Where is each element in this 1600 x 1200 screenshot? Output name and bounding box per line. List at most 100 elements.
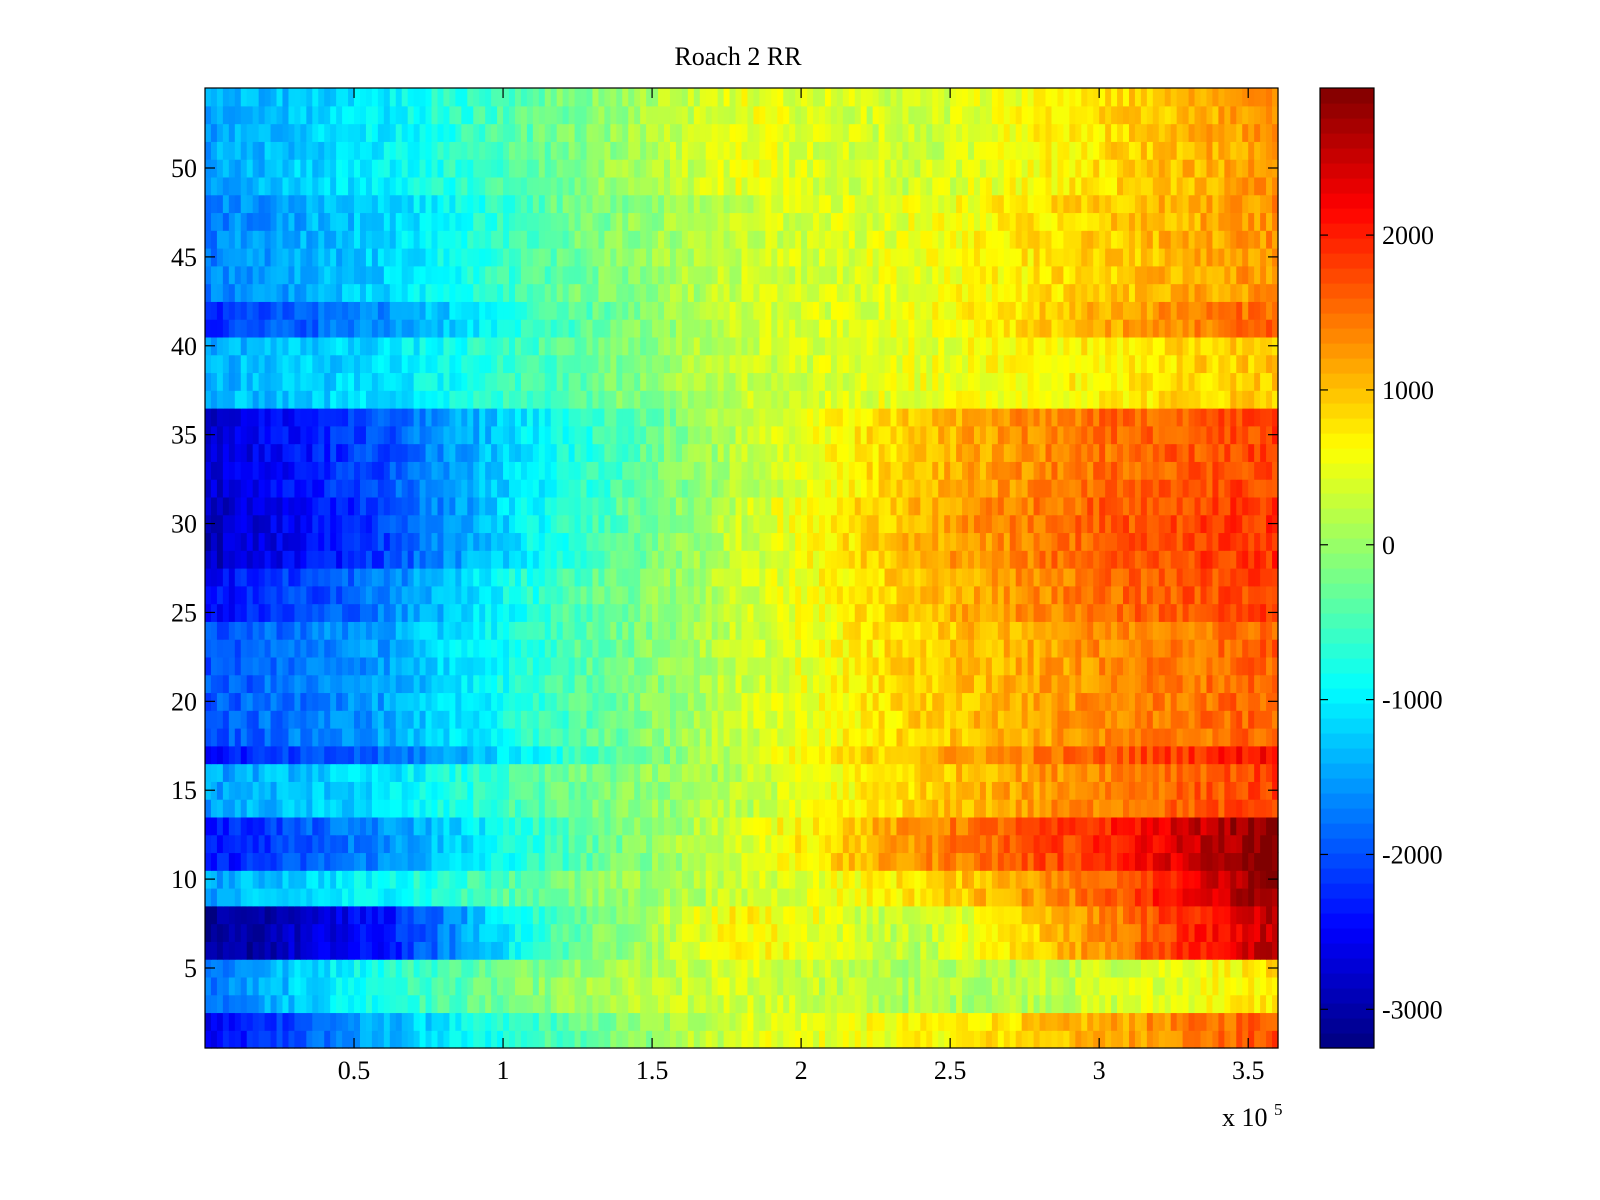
heatmap-cell	[818, 834, 826, 854]
heatmap-cell	[604, 568, 611, 587]
heatmap-cell	[419, 692, 427, 711]
heatmap-cell	[789, 799, 796, 818]
heatmap-cell	[1164, 870, 1172, 889]
heatmap-cell	[723, 674, 731, 694]
heatmap-cell	[354, 994, 361, 1014]
heatmap-cell	[914, 745, 921, 765]
heatmap-cell	[1218, 603, 1225, 622]
heatmap-cell	[646, 923, 653, 942]
heatmap-cell	[240, 603, 248, 622]
heatmap-cell	[586, 923, 594, 942]
heatmap-cell	[783, 639, 790, 658]
heatmap-cell	[747, 816, 755, 836]
heatmap-cell	[884, 728, 892, 747]
heatmap-cell	[854, 550, 862, 569]
heatmap-cell	[568, 585, 576, 605]
heatmap-cell	[365, 674, 373, 694]
heatmap-cell	[950, 976, 957, 996]
heatmap-cell	[818, 923, 826, 942]
heatmap-cell	[1194, 781, 1202, 800]
heatmap-cell	[556, 923, 564, 942]
heatmap-cell	[1212, 745, 1219, 765]
heatmap-cell	[997, 1030, 1005, 1049]
heatmap-cell	[479, 745, 486, 765]
heatmap-cell	[735, 1012, 743, 1031]
heatmap-cell	[640, 852, 647, 871]
heatmap-cell	[962, 692, 969, 711]
heatmap-cell	[419, 585, 427, 605]
heatmap-cell	[479, 656, 486, 676]
heatmap-cell	[908, 799, 915, 818]
heatmap-cell	[818, 1012, 826, 1031]
heatmap-cell	[1272, 710, 1279, 729]
heatmap-cell	[1075, 568, 1082, 587]
heatmap-cell	[401, 870, 409, 889]
heatmap-cell	[836, 674, 844, 694]
heatmap-cell	[586, 550, 594, 569]
heatmap-cell	[1248, 1012, 1255, 1031]
heatmap-cell	[813, 585, 820, 605]
heatmap-cell	[1003, 710, 1011, 729]
heatmap-cell	[1272, 834, 1279, 854]
heatmap-cell	[455, 799, 462, 818]
heatmap-cell	[1236, 745, 1243, 765]
heatmap-cell	[616, 923, 623, 942]
heatmap-cell	[801, 674, 808, 694]
heatmap-cell	[968, 870, 975, 889]
heatmap-cell	[884, 639, 892, 658]
heatmap-cell	[234, 941, 242, 960]
heatmap-cell	[1069, 603, 1076, 622]
heatmap-cell	[789, 816, 796, 836]
heatmap-cell	[336, 728, 343, 747]
heatmap-cell	[830, 959, 838, 978]
heatmap-cell	[324, 639, 331, 658]
heatmap-cell	[1236, 603, 1243, 622]
heatmap-cell	[455, 888, 462, 907]
heatmap-cell	[962, 1012, 969, 1031]
heatmap-cell	[562, 959, 570, 978]
heatmap-cell	[1146, 870, 1154, 889]
heatmap-cell	[455, 603, 462, 622]
heatmap-cell	[801, 976, 808, 996]
heatmap-cell	[866, 1012, 874, 1031]
heatmap-cell	[1009, 550, 1017, 569]
heatmap-cell	[222, 816, 230, 836]
heatmap-cell	[681, 923, 689, 942]
heatmap-cell	[598, 941, 605, 960]
heatmap-cell	[610, 639, 617, 658]
heatmap-cell	[1206, 710, 1214, 729]
heatmap-cell	[228, 834, 236, 854]
heatmap-cell	[1242, 852, 1249, 871]
heatmap-cell	[962, 656, 969, 676]
heatmap-cell	[628, 621, 635, 640]
heatmap-cell	[526, 799, 534, 818]
heatmap-cell	[1081, 816, 1088, 836]
heatmap-cell	[509, 568, 516, 587]
heatmap-cell	[276, 585, 284, 605]
heatmap-cell	[1123, 745, 1130, 765]
heatmap-cell	[1021, 959, 1029, 978]
heatmap-cell	[497, 763, 504, 782]
heatmap-cell	[681, 1030, 689, 1049]
heatmap-cell	[324, 994, 331, 1014]
heatmap-cell	[723, 816, 731, 836]
heatmap-cell	[205, 834, 212, 854]
heatmap-cell	[413, 710, 421, 729]
heatmap-cell	[818, 994, 826, 1014]
heatmap-cell	[1093, 852, 1100, 871]
heatmap-cell	[1015, 763, 1023, 782]
heatmap-cell	[628, 728, 635, 747]
heatmap-cell	[1027, 568, 1035, 587]
heatmap-cell	[1146, 621, 1154, 640]
heatmap-cell	[890, 834, 898, 854]
heatmap-cell	[902, 568, 910, 587]
heatmap-cell	[306, 976, 313, 996]
heatmap-cell	[294, 710, 301, 729]
heatmap-cell	[1111, 745, 1118, 765]
heatmap-cell	[1117, 1030, 1124, 1049]
heatmap-cell	[950, 728, 957, 747]
heatmap-cell	[443, 621, 450, 640]
heatmap-cell	[664, 799, 671, 818]
heatmap-cell	[395, 692, 403, 711]
heatmap-cell	[1003, 870, 1011, 889]
